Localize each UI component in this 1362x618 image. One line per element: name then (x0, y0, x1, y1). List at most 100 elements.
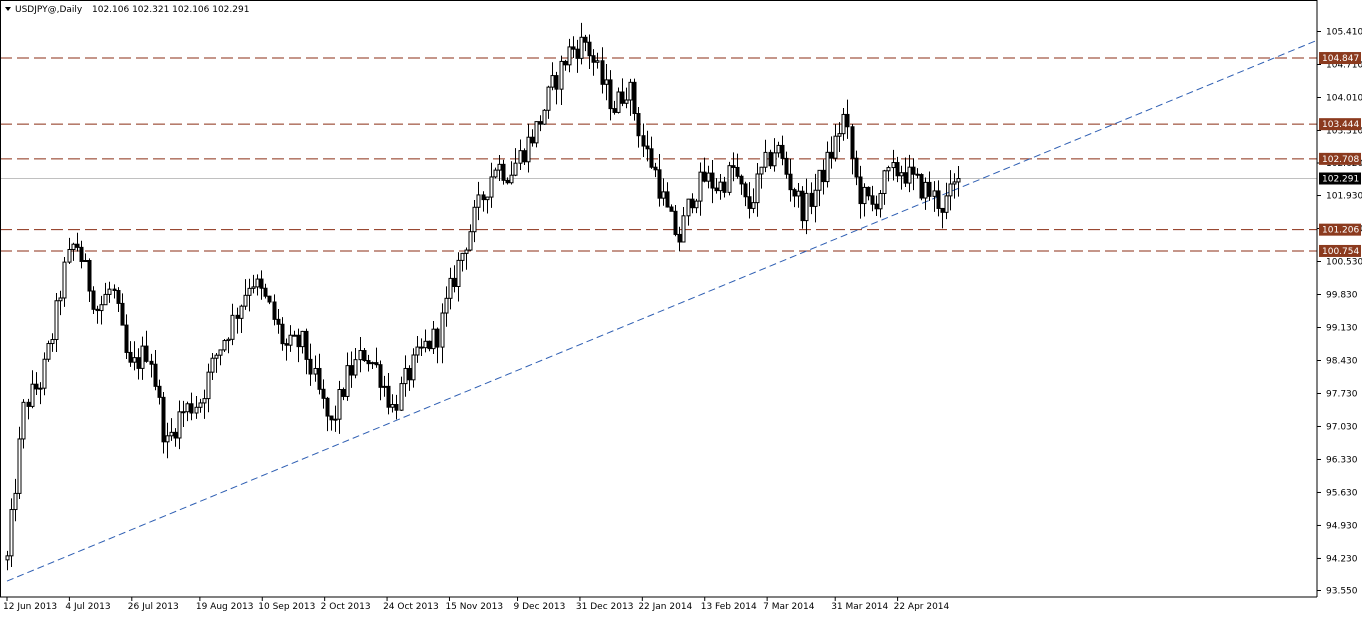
x-tick-label: 22 Jan 2014 (638, 602, 692, 612)
level-price-tag (1319, 152, 1361, 165)
bullish-candle (472, 206, 477, 233)
bearish-candle (653, 166, 658, 171)
bearish-candle (481, 194, 486, 201)
bullish-candle (198, 402, 203, 408)
bearish-candle (292, 334, 297, 337)
bearish-candle (116, 290, 121, 304)
bearish-candle (850, 126, 855, 159)
bearish-candle (284, 343, 289, 346)
bullish-candle (239, 305, 244, 319)
y-tick-label: 94.930 (1326, 521, 1358, 531)
bearish-candle (386, 385, 391, 408)
bullish-candle (476, 194, 481, 208)
chart-menu-triangle-icon[interactable] (5, 7, 11, 11)
current-price-tag (1319, 172, 1361, 185)
bullish-candle (891, 162, 896, 169)
bearish-candle (374, 362, 379, 366)
bullish-candle (103, 293, 108, 306)
bullish-candle (251, 286, 256, 289)
bearish-candle (829, 151, 834, 159)
bullish-candle (559, 60, 564, 90)
bearish-candle (325, 397, 330, 417)
x-tick-label: 10 Sep 2013 (258, 602, 315, 612)
bullish-candle (382, 385, 387, 388)
bearish-candle (677, 233, 682, 243)
x-tick-label: 31 Dec 2013 (576, 602, 634, 612)
bullish-candle (485, 196, 490, 201)
bullish-candle (550, 75, 555, 88)
bullish-candle (21, 401, 26, 440)
bullish-candle (423, 340, 428, 349)
bullish-candle (579, 36, 584, 59)
time-axis[interactable]: 12 Jun 2013 4 Jul 2013 26 Jul 2013 19 Aug 2… (3, 597, 950, 612)
x-tick-label: 19 Aug 2013 (196, 602, 254, 612)
bearish-candle (189, 403, 194, 414)
bullish-candle (567, 46, 572, 66)
y-tick-label: 99.830 (1326, 291, 1358, 301)
bearish-candle (341, 389, 346, 397)
bearish-candle (407, 367, 412, 381)
bearish-candle (780, 144, 785, 159)
bullish-candle (333, 418, 338, 421)
bullish-candle (489, 176, 494, 198)
bullish-candle (54, 300, 59, 341)
bearish-candle (731, 165, 736, 168)
bearish-candle (714, 187, 719, 192)
level-price-label: 100.754 (1322, 247, 1359, 257)
bullish-candle (763, 151, 768, 168)
candlestick-series (5, 22, 961, 571)
bullish-candle (230, 314, 235, 340)
x-tick-label: 2 Oct 2013 (321, 602, 371, 612)
bearish-candle (153, 363, 158, 387)
bearish-candle (259, 278, 264, 289)
bullish-candle (616, 91, 621, 113)
level-price-tag (1319, 244, 1361, 257)
bearish-candle (563, 60, 568, 66)
y-tick-label: 93.550 (1326, 587, 1358, 597)
bullish-candle (825, 151, 830, 183)
level-price-tag (1319, 223, 1361, 236)
bearish-candle (378, 364, 383, 388)
bullish-candle (214, 354, 219, 359)
bullish-candle (181, 411, 186, 414)
bearish-candle (722, 181, 727, 193)
bullish-candle (694, 200, 699, 209)
bullish-candle (210, 357, 215, 373)
bullish-candle (513, 162, 518, 176)
bullish-candle (518, 150, 523, 164)
bullish-candle (353, 359, 358, 376)
bearish-candle (95, 308, 100, 312)
bearish-candle (854, 157, 859, 178)
bullish-candle (497, 163, 502, 171)
ascending-trendline[interactable] (6, 39, 1318, 582)
bullish-candle (661, 191, 666, 199)
level-price-label: 103.444 (1322, 120, 1359, 130)
bullish-candle (468, 231, 473, 251)
bearish-candle (136, 357, 141, 369)
bullish-candle (546, 86, 551, 111)
bullish-candle (706, 172, 711, 182)
bullish-candle (226, 338, 231, 342)
bearish-candle (743, 183, 748, 198)
bullish-candle (509, 174, 514, 184)
bullish-candle (132, 357, 137, 363)
bearish-candle (124, 324, 129, 353)
bearish-candle (583, 36, 588, 43)
bearish-candle (636, 113, 641, 137)
bullish-candle (624, 99, 629, 104)
bullish-candle (390, 404, 395, 408)
chart-title: USDJPY@,Daily 102.106 102.321 102.106 10… (5, 5, 249, 15)
bearish-candle (649, 148, 654, 168)
x-tick-label: 4 Jul 2013 (65, 602, 110, 612)
bullish-candle (300, 330, 305, 348)
bearish-candle (911, 166, 916, 175)
bullish-candle (862, 186, 867, 205)
bearish-candle (608, 79, 613, 110)
bullish-candle (177, 411, 182, 439)
bearish-candle (144, 345, 149, 362)
bullish-candle (796, 190, 801, 197)
bearish-candle (419, 346, 424, 349)
